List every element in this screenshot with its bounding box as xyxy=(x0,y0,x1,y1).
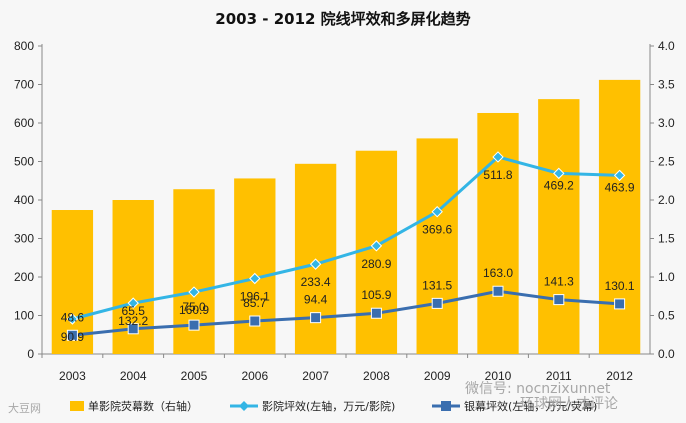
point-theater-2007 xyxy=(309,258,322,270)
x-tick-label: 2008 xyxy=(363,369,390,383)
label-theater-2012: 463.9 xyxy=(605,180,635,194)
label-theater-2004: 132.2 xyxy=(118,314,148,328)
legend-label-screen: 银幕坪效(左轴，万元/荧幕) xyxy=(464,399,597,413)
point-screen-2006 xyxy=(249,315,261,327)
point-theater-2010 xyxy=(492,151,504,163)
y-right-tick-label: 2.5 xyxy=(658,155,675,169)
x-tick-label: 2007 xyxy=(302,369,329,383)
point-screen-2003 xyxy=(66,329,78,341)
line-screen-efficiency xyxy=(72,289,620,337)
y-left-tick-label: 300 xyxy=(14,232,34,246)
label-theater-2005: 160.9 xyxy=(179,303,209,317)
x-tick-label: 2003 xyxy=(59,369,86,383)
point-theater-2003 xyxy=(66,313,79,325)
label-theater-2010: 511.8 xyxy=(483,168,512,182)
label-screen-2009: 131.5 xyxy=(422,278,452,292)
watermark: 微信号: nocnzixunnet 环球网人才评论 大豆网 xyxy=(8,381,618,415)
line-theater-efficiency xyxy=(72,155,620,321)
label-theater-2011: 469.2 xyxy=(544,178,574,192)
y-right-tick-label: 2.0 xyxy=(658,193,675,207)
bar-2009 xyxy=(416,138,458,354)
point-theater-2006 xyxy=(249,272,261,285)
label-theater-2006: 196.1 xyxy=(240,290,270,304)
y-left-tick-label: 200 xyxy=(14,270,34,284)
label-theater-2003: 90.9 xyxy=(61,330,85,344)
label-screen-2007: 94.4 xyxy=(304,293,328,307)
label-screen-2010: 163.0 xyxy=(483,266,513,280)
y-left-tick-label: 100 xyxy=(14,309,34,323)
label-screen-2006: 85.7 xyxy=(243,296,267,310)
line-series xyxy=(66,151,626,341)
bar-2012 xyxy=(598,79,641,354)
legend: 单影院荧幕数（右轴） 影院坪效(左轴，万元/影院) 银幕坪效(左轴，万元/荧幕) xyxy=(70,399,597,413)
point-theater-2004 xyxy=(127,297,139,309)
y-right-tick-label: 0.0 xyxy=(658,347,675,361)
legend-swatch-screen-marker xyxy=(441,401,451,411)
y-left-tick-label: 400 xyxy=(14,193,34,207)
label-screen-2003: 48.6 xyxy=(61,310,85,324)
x-tick-label: 2010 xyxy=(485,369,512,383)
label-screen-2008: 105.9 xyxy=(361,288,391,302)
axes: 0 100 200 300 400 500 600 700 800 0.0 0.5 1.0 1.5 2.0… xyxy=(14,39,675,383)
x-tick-label: 2005 xyxy=(181,369,208,383)
x-tick-label: 2009 xyxy=(424,369,451,383)
y-right-tick-label: 3.5 xyxy=(658,78,675,92)
y-right-tick-label: 4.0 xyxy=(658,39,675,53)
label-screen-2012: 130.1 xyxy=(605,279,635,293)
y-right-tick-label: 1.5 xyxy=(658,232,675,246)
bar-2008 xyxy=(355,150,398,354)
watermark-brand: 环球网人才评论 xyxy=(520,396,618,412)
y-left-tick-label: 0 xyxy=(27,347,34,361)
point-screen-2011 xyxy=(553,294,565,306)
point-screen-2010 xyxy=(492,285,504,297)
point-theater-2005 xyxy=(188,286,200,298)
point-screen-2004 xyxy=(127,323,139,335)
y-right-tick-label: 3.0 xyxy=(658,116,675,130)
label-theater-2007: 233.4 xyxy=(301,275,331,289)
watermark-wechat: 微信号: nocnzixunnet xyxy=(465,381,611,397)
watermark-logo: 大豆网 xyxy=(8,401,41,415)
bar-2011 xyxy=(538,99,580,354)
legend-label-bars: 单影院荧幕数（右轴） xyxy=(88,399,198,413)
label-theater-2008: 280.9 xyxy=(361,257,391,271)
x-tick-label: 2006 xyxy=(241,369,268,383)
point-screen-2008 xyxy=(370,307,382,319)
point-theater-2011 xyxy=(553,167,565,180)
label-screen-2005: 75.0 xyxy=(182,300,206,314)
y-left-tick-label: 700 xyxy=(14,78,34,92)
legend-label-theater: 影院坪效(左轴，万元/影院) xyxy=(262,399,395,413)
data-labels: 90.9 132.2 160.9 196.1 233.4 280.9 369.6 511.8 4… xyxy=(61,168,635,344)
point-screen-2009 xyxy=(431,297,443,309)
y-left-tick-label: 500 xyxy=(14,155,34,169)
y-right-tick-label: 0.5 xyxy=(658,309,675,323)
x-tick-label: 2004 xyxy=(120,369,147,383)
chart-title: 2003 - 2012 院线坪效和多屏化趋势 xyxy=(215,10,470,28)
point-theater-2009 xyxy=(431,205,443,218)
point-screen-2012 xyxy=(614,298,626,310)
label-screen-2011: 141.3 xyxy=(544,275,574,289)
point-theater-2012 xyxy=(613,169,626,182)
label-screen-2004: 65.5 xyxy=(122,304,146,318)
label-theater-2009: 369.6 xyxy=(422,223,452,237)
point-screen-2007 xyxy=(310,312,322,324)
y-left-tick-label: 600 xyxy=(14,116,34,130)
x-tick-label: 2011 xyxy=(546,369,572,383)
point-theater-2008 xyxy=(370,240,383,252)
legend-swatch-bars xyxy=(70,401,84,411)
x-tick-label: 2012 xyxy=(606,369,633,383)
bar-2006 xyxy=(234,178,276,354)
y-right-tick-label: 1.0 xyxy=(658,270,675,284)
bar-2010 xyxy=(477,112,519,355)
point-screen-2005 xyxy=(188,319,200,331)
y-left-tick-label: 800 xyxy=(14,39,34,53)
legend-swatch-theater-marker xyxy=(239,401,249,411)
